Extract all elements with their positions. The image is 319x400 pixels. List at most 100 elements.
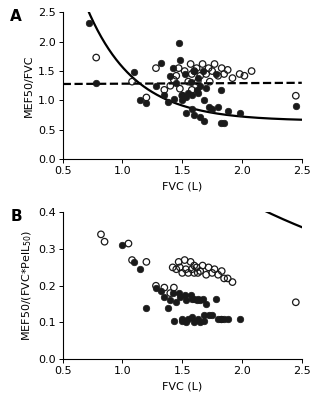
Point — [170, 264, 175, 270]
Point — [237, 71, 242, 77]
Point — [207, 78, 212, 85]
Point — [189, 71, 194, 77]
Point — [182, 257, 187, 263]
Point — [201, 312, 206, 318]
Point — [162, 294, 167, 300]
Point — [195, 270, 200, 276]
Point — [168, 297, 173, 304]
Point — [189, 295, 194, 302]
Point — [174, 72, 179, 79]
Point — [189, 91, 194, 98]
Point — [188, 61, 193, 67]
Point — [120, 242, 125, 248]
Point — [153, 282, 159, 289]
Point — [216, 104, 221, 111]
Point — [198, 268, 203, 274]
Point — [225, 275, 230, 282]
Point — [198, 72, 203, 79]
Point — [198, 82, 203, 89]
Point — [230, 75, 235, 81]
Point — [204, 84, 209, 91]
Point — [198, 114, 203, 120]
Point — [183, 94, 189, 101]
Point — [182, 71, 187, 77]
Point — [176, 65, 181, 71]
Point — [153, 82, 159, 89]
Point — [99, 231, 104, 238]
Point — [182, 68, 187, 74]
Point — [213, 295, 218, 302]
Point — [198, 297, 203, 304]
Point — [168, 72, 173, 79]
Point — [94, 80, 99, 86]
Point — [144, 259, 149, 265]
Point — [165, 304, 170, 311]
Point — [189, 266, 194, 272]
Point — [210, 270, 215, 276]
Point — [219, 65, 224, 71]
Point — [218, 316, 223, 322]
Point — [165, 99, 170, 105]
Point — [162, 91, 167, 98]
X-axis label: FVC (L): FVC (L) — [162, 182, 202, 192]
Point — [171, 284, 176, 291]
Point — [225, 108, 230, 114]
Point — [183, 319, 189, 326]
Point — [189, 106, 194, 112]
Point — [126, 240, 131, 247]
Point — [200, 295, 205, 302]
Point — [186, 316, 191, 322]
Point — [132, 259, 137, 265]
Point — [130, 257, 135, 263]
Point — [168, 82, 173, 89]
Point — [218, 120, 223, 126]
Point — [200, 68, 205, 74]
Point — [204, 301, 209, 307]
Point — [200, 61, 205, 67]
Point — [195, 78, 200, 85]
Point — [189, 87, 194, 93]
Point — [188, 259, 193, 265]
Point — [221, 71, 226, 77]
Point — [210, 68, 215, 74]
Point — [192, 68, 197, 74]
Point — [221, 120, 226, 126]
Point — [200, 262, 205, 269]
Point — [171, 318, 176, 324]
Point — [171, 77, 176, 83]
Point — [158, 60, 163, 67]
Point — [177, 294, 182, 300]
Point — [176, 40, 181, 46]
Point — [162, 87, 167, 93]
Point — [198, 319, 203, 326]
Point — [212, 266, 217, 272]
Point — [204, 71, 209, 77]
Point — [249, 68, 254, 74]
Point — [188, 292, 193, 298]
Point — [237, 110, 242, 116]
Point — [195, 75, 200, 81]
X-axis label: FVC (L): FVC (L) — [162, 382, 202, 392]
Point — [225, 316, 230, 322]
Point — [194, 65, 199, 71]
Point — [183, 110, 189, 116]
Point — [216, 72, 221, 79]
Point — [206, 65, 211, 71]
Point — [158, 288, 163, 294]
Point — [186, 270, 191, 276]
Point — [195, 316, 200, 322]
Point — [171, 96, 176, 102]
Point — [242, 72, 247, 79]
Point — [182, 292, 187, 298]
Point — [170, 290, 175, 296]
Point — [237, 316, 242, 322]
Point — [177, 86, 182, 92]
Point — [162, 284, 167, 291]
Point — [177, 264, 182, 270]
Point — [221, 275, 226, 282]
Point — [144, 100, 149, 106]
Point — [174, 80, 179, 86]
Point — [206, 104, 211, 111]
Point — [132, 69, 137, 76]
Point — [192, 295, 197, 302]
